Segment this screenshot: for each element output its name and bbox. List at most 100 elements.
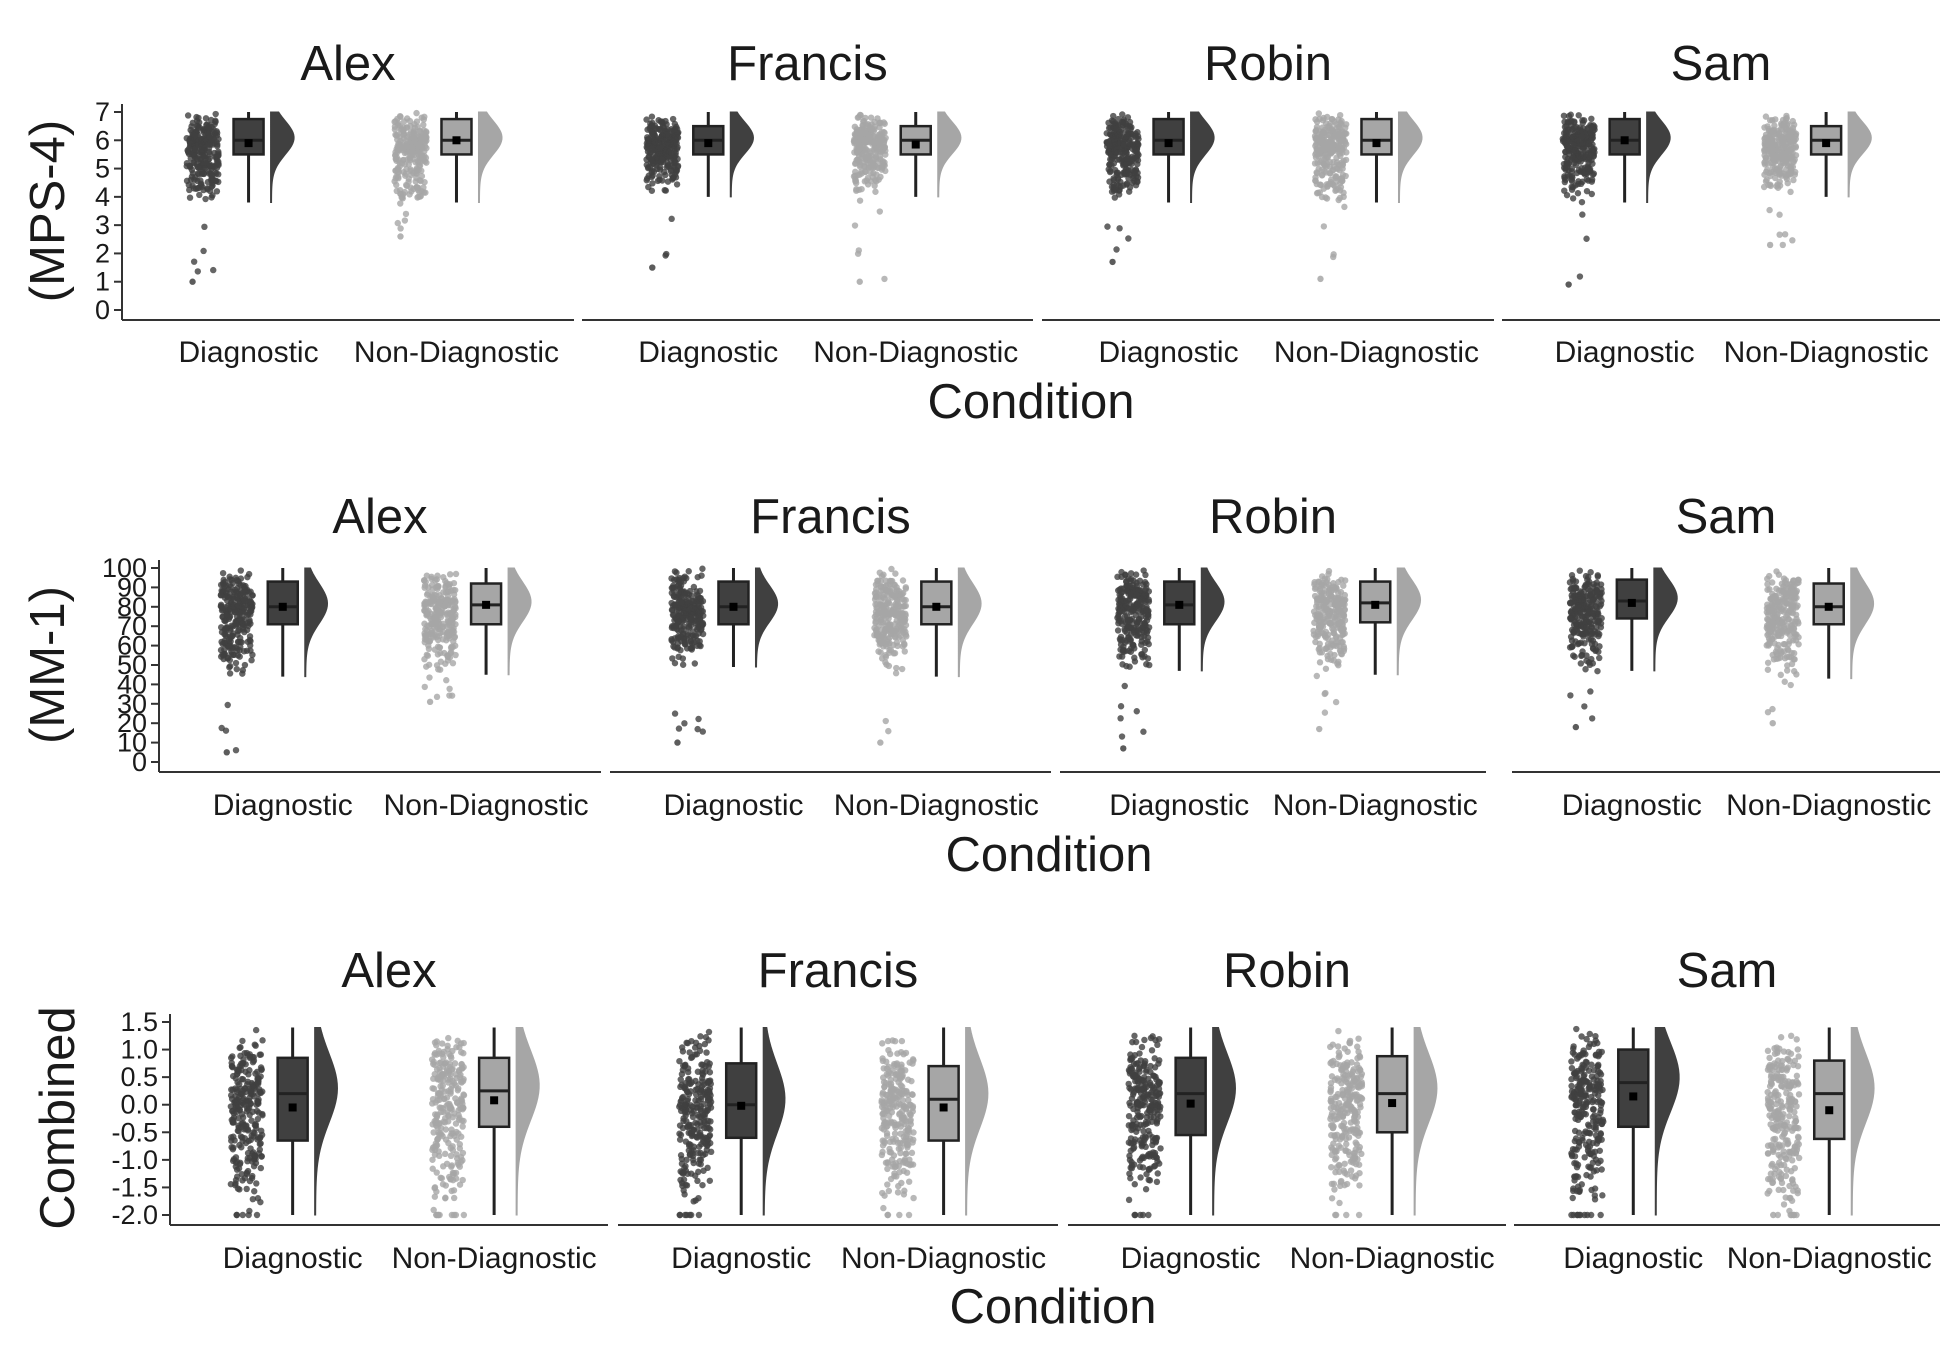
data-point [221,631,228,638]
data-point [1316,659,1324,666]
data-point [1582,666,1589,673]
data-point [406,131,413,138]
data-point [880,140,888,147]
data-point [1114,149,1121,156]
data-point [1571,140,1578,148]
data-point [643,143,650,151]
data-point [1133,708,1140,715]
data-point [1775,141,1782,148]
data-point [1105,119,1112,127]
data-point [239,624,247,631]
data-point [407,167,414,175]
data-point [1563,143,1571,150]
data-point [227,638,234,645]
facet-title: Francis [727,37,888,91]
data-point [1792,611,1800,618]
data-point [851,123,859,130]
data-point [200,153,208,160]
data-point [417,192,424,200]
data-point [187,163,194,171]
data-point [233,647,241,654]
data-point [440,574,447,581]
data-point [1564,171,1571,179]
data-point [1576,567,1583,574]
data-point [425,661,433,668]
data-point [213,132,221,139]
data-point [439,1163,447,1170]
data-point [456,1114,463,1121]
data-point [1773,568,1780,575]
data-point [1124,155,1131,162]
data-point [247,611,254,618]
data-point [429,1156,436,1163]
data-point [452,570,460,578]
mean-marker [729,602,738,611]
data-point [1326,180,1333,187]
data-point [1140,728,1147,735]
data-point [416,155,424,162]
data-point [202,195,209,203]
data-point [442,1194,449,1201]
data-point [1107,137,1115,144]
data-point [862,145,869,152]
data-point [235,577,242,585]
data-point [411,121,418,128]
half-violin [1200,567,1225,672]
data-point [1137,613,1145,620]
outlier-point [1109,258,1116,266]
data-point [450,628,458,636]
data-point [393,181,400,189]
data-point [247,598,254,605]
y-tick-label: 7 [95,97,110,127]
data-point [1789,163,1797,171]
data-point [858,185,865,193]
data-point [434,651,442,658]
data-point [252,1152,259,1159]
outlier-point [877,739,884,746]
data-point [1564,127,1572,134]
data-point [1324,635,1332,642]
data-point [662,117,669,125]
outlier-point [1572,723,1580,731]
data-point [199,159,207,166]
data-point [1569,195,1577,202]
data-point [688,611,696,619]
data-point [406,157,414,164]
rain-points [1103,111,1142,266]
data-point [1597,594,1604,601]
facet-title: Robin [1209,490,1337,544]
data-point [1119,636,1126,644]
data-point [213,177,220,185]
data-point [1791,598,1798,605]
data-point [394,169,402,176]
data-point [249,1059,257,1066]
data-point [690,605,698,612]
data-point [1342,577,1349,584]
data-point [1769,593,1776,601]
mean-marker [1164,139,1173,148]
data-point [1572,578,1580,585]
data-point [452,651,459,659]
x-tick-label: Non-Diagnostic [1273,789,1478,822]
data-point [663,250,670,258]
data-point [898,590,906,598]
data-point [1313,126,1320,134]
data-point [1564,163,1571,171]
data-point [887,577,895,585]
data-point [664,178,672,185]
data-point [1320,143,1327,151]
data-point [1330,627,1337,634]
data-point [1581,583,1588,591]
group-diagnostic: Diagnostic [223,1026,363,1275]
data-point [1588,715,1596,722]
data-point [1568,186,1576,193]
data-point [1110,112,1117,120]
data-point [434,585,441,593]
data-point [1321,618,1329,626]
outlier-point [1120,745,1127,752]
data-point [648,156,655,163]
data-point [1134,619,1141,626]
data-point [245,622,252,630]
